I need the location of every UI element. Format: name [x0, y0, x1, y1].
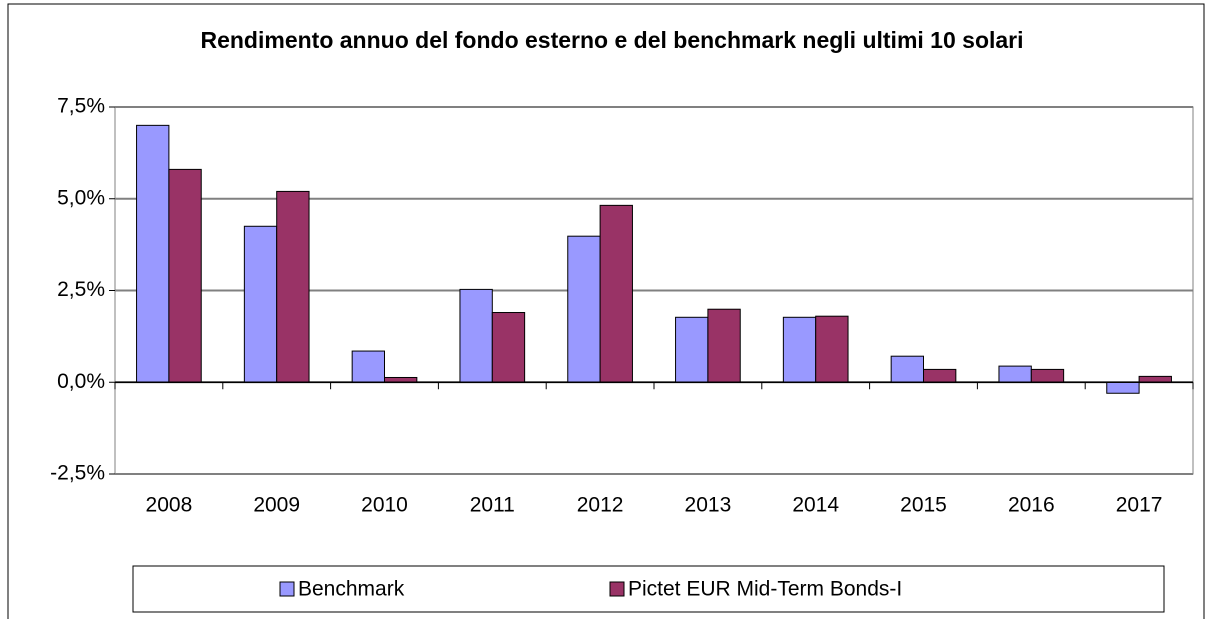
x-tick-label: 2010: [361, 494, 408, 517]
chart-title: Rendimento annuo del fondo esterno e del…: [200, 27, 1023, 53]
y-tick-label: 5,0%: [57, 186, 105, 209]
x-tick-label: 2011: [470, 494, 515, 517]
x-tick-label: 2013: [685, 494, 732, 517]
y-tick-label: -2,5%: [50, 462, 105, 485]
bar: [276, 190, 310, 383]
y-tick-label: 0,0%: [57, 370, 105, 393]
bar: [168, 168, 202, 383]
bar: [998, 365, 1032, 383]
x-tick-label: 2016: [1008, 494, 1055, 517]
bar: [675, 316, 709, 383]
x-tick-label: 2009: [253, 494, 300, 517]
bar: [1138, 375, 1172, 383]
legend-label: Benchmark: [298, 578, 405, 601]
legend: [132, 565, 1165, 613]
y-tick-label: 7,5%: [57, 95, 105, 118]
x-tick-label: 2008: [146, 494, 193, 517]
x-tick-label: 2012: [577, 494, 624, 517]
bar: [815, 315, 849, 383]
bar: [890, 355, 924, 383]
bar: [1106, 381, 1140, 394]
bar: [459, 288, 493, 383]
bar: [491, 312, 526, 383]
x-tick-label: 2014: [792, 494, 839, 517]
bar: [567, 235, 601, 383]
bar: [243, 225, 278, 383]
legend-swatch: [279, 581, 295, 597]
x-tick-label: 2015: [900, 494, 947, 517]
bar: [923, 368, 957, 383]
y-tick-label: 2,5%: [57, 278, 105, 301]
bar: [707, 308, 741, 383]
bar: [1030, 368, 1065, 383]
legend-swatch: [609, 581, 625, 597]
bar: [782, 316, 817, 383]
x-tick-label: 2017: [1116, 494, 1163, 517]
legend-label: Pictet EUR Mid-Term Bonds-I: [628, 578, 902, 601]
bar: [136, 124, 170, 383]
bar: [599, 204, 633, 383]
bar: [351, 350, 386, 383]
